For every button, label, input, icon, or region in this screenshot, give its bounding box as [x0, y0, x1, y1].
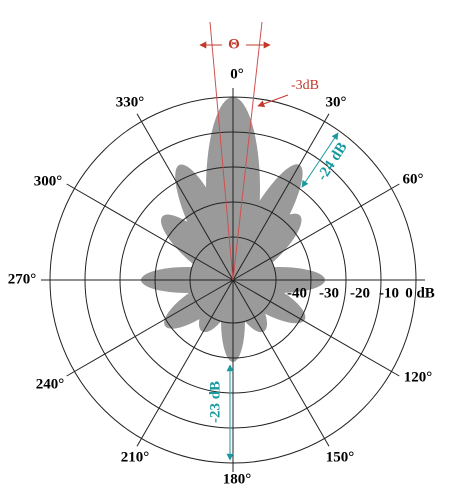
angle-label: 180° [223, 471, 252, 487]
labels: 0° 30° 60° 120° 150° 180° 210° 240° 270° 300° 330°… [8, 66, 435, 487]
db-label: -40 [287, 285, 307, 301]
spoke [232, 279, 400, 377]
back-lobe-label: -23 dB [207, 381, 223, 423]
spoke [232, 183, 400, 281]
spoke [136, 279, 234, 447]
angle-label: 240° [36, 376, 65, 392]
radiation-lobes [141, 97, 325, 362]
db-label: -20 [350, 285, 370, 301]
half-power-arrow [257, 94, 289, 108]
angle-label: 150° [326, 449, 355, 465]
beam-edge-right [232, 21, 263, 281]
beam-edge-left [209, 21, 234, 281]
db-label: -10 [379, 285, 399, 301]
theta-label: Θ [228, 36, 240, 52]
spoke [232, 279, 330, 447]
angle-label: 30° [326, 94, 347, 110]
db-label: 0 dB [405, 285, 435, 301]
spoke [66, 183, 234, 281]
angle-label: 270° [8, 271, 37, 287]
db-label: -30 [319, 285, 339, 301]
spoke [66, 279, 234, 377]
angle-label: 120° [404, 369, 433, 385]
angle-label: 300° [34, 173, 63, 189]
side-lobe-arrow [301, 132, 339, 188]
angle-label: 210° [121, 449, 150, 465]
side-lobe-label: -24 dB [314, 140, 350, 184]
angle-label: 0° [230, 66, 244, 82]
angle-label: 60° [403, 171, 424, 187]
polar-grid [41, 88, 425, 472]
half-power-label: -3dB [291, 78, 319, 93]
angle-label: 330° [116, 94, 145, 110]
spoke [136, 113, 234, 281]
